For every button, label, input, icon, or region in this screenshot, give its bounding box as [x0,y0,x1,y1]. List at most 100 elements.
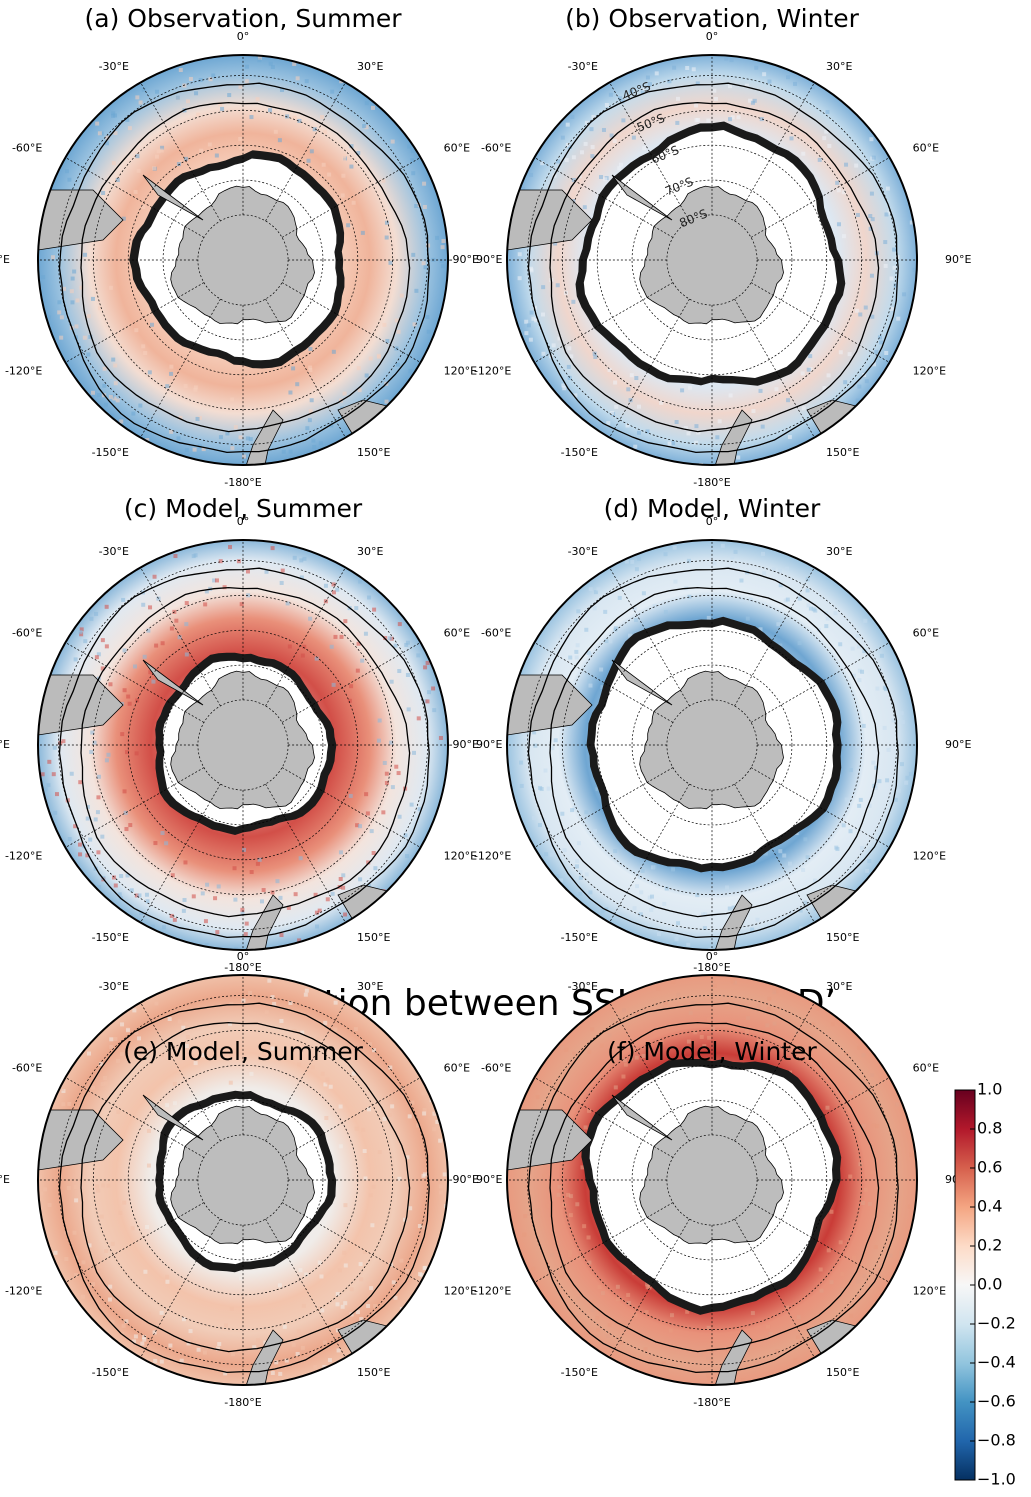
speckle [126,1028,130,1032]
speckle [617,166,621,170]
speckle [366,811,370,815]
speckle [546,1204,550,1208]
speckle [886,187,890,191]
speckle [217,884,221,888]
speckle [147,1164,151,1168]
speckle [677,993,681,997]
speckle [193,448,197,452]
speckle [724,56,728,60]
speckle [230,1307,234,1311]
speckle [302,557,306,561]
speckle [621,1075,625,1079]
speckle [228,545,232,549]
speckle [563,848,567,852]
speckle [422,261,426,265]
speckle [588,684,592,688]
speckle [633,906,637,910]
speckle [639,890,643,894]
speckle [319,441,323,445]
speckle [751,409,755,413]
speckle [155,90,159,94]
speckle [872,156,876,160]
speckle [637,405,641,409]
speckle [423,1266,427,1270]
speckle [646,429,650,433]
speckle [620,1341,624,1345]
speckle [339,850,343,854]
speckle [219,435,223,439]
speckle [256,97,260,101]
speckle [635,884,639,888]
speckle [179,68,183,72]
speckle [688,386,692,390]
speckle [234,425,238,429]
speckle [369,1286,373,1290]
speckle [106,753,110,757]
speckle [152,166,156,170]
speckle [70,300,74,304]
speckle [582,1224,586,1228]
speckle [369,1193,373,1197]
speckle [874,1245,878,1249]
speckle [349,684,353,688]
speckle [326,1080,330,1084]
longitude-label: -150°E [92,446,129,459]
speckle [86,353,90,357]
speckle [842,234,846,238]
speckle [865,869,869,873]
speckle [694,104,698,108]
speckle [905,776,909,780]
colorbar-tick-label: −0.8 [977,1431,1016,1450]
speckle [689,1011,693,1015]
speckle [169,372,173,376]
speckle [238,85,242,89]
speckle [189,77,193,81]
longitude-label: -60°E [481,1062,511,1075]
longitude-label: -30°E [568,545,598,558]
speckle [685,66,689,70]
speckle [842,823,846,827]
speckle [559,1275,563,1279]
speckle [302,1304,306,1308]
speckle [288,644,292,648]
longitude-label: -60°E [12,142,42,155]
speckle [788,435,792,439]
speckle [593,606,597,610]
speckle [81,1295,85,1299]
speckle [358,580,362,584]
speckle [603,177,607,181]
speckle [91,1282,95,1286]
speckle [199,149,203,153]
speckle [566,123,570,127]
speckle [165,384,169,388]
speckle [550,1253,554,1257]
speckle [571,300,575,304]
speckle [712,89,716,93]
speckle [280,581,284,585]
speckle [572,155,576,159]
speckle [707,616,711,620]
speckle [797,1315,801,1319]
speckle [728,117,732,121]
speckle [114,883,118,887]
speckle [205,883,209,887]
speckle [822,136,826,140]
speckle [114,381,118,385]
speckle [552,343,556,347]
speckle [854,164,858,168]
speckle [98,131,102,135]
speckle [696,118,700,122]
speckle [356,669,360,673]
speckle [298,1268,302,1272]
speckle [231,1352,235,1356]
speckle [584,628,588,632]
speckle [274,130,278,134]
speckle [858,312,862,316]
speckle [736,456,740,460]
speckle [278,1372,282,1376]
speckle [560,812,564,816]
speckle [341,193,345,197]
speckle [371,106,375,110]
speckle [184,1022,188,1026]
speckle [322,163,326,167]
